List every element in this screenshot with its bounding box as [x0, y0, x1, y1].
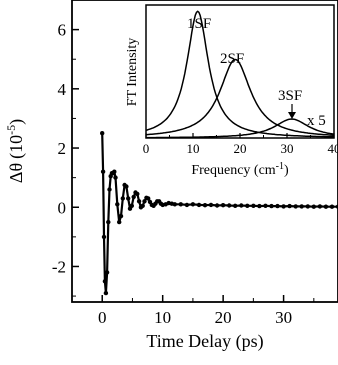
inset-x-tick-label: 40 — [328, 141, 338, 156]
data-point — [102, 235, 106, 239]
annotation-1sf: 1SF — [187, 16, 211, 32]
data-point — [104, 291, 108, 295]
y-tick-label: -2 — [52, 257, 66, 276]
y-tick-label: 4 — [58, 80, 67, 99]
data-point — [269, 204, 273, 208]
data-point — [233, 204, 237, 208]
data-point — [119, 214, 123, 218]
data-point — [263, 204, 267, 208]
data-point — [105, 270, 109, 274]
main-series — [100, 131, 338, 295]
y-axis-title-unit-exp: -5 — [4, 125, 18, 135]
data-point — [306, 204, 310, 208]
data-point — [245, 204, 249, 208]
data-point — [251, 204, 255, 208]
data-point — [185, 203, 189, 207]
annotation-x5: x 5 — [307, 113, 326, 129]
inset-x-axis-title-base: Frequency (cm — [191, 163, 275, 178]
inset-x-axis-title: Frequency (cm-1) — [191, 161, 289, 178]
data-point — [203, 203, 207, 207]
data-point — [330, 205, 334, 209]
data-point — [113, 175, 117, 179]
data-point — [281, 204, 285, 208]
data-point — [132, 195, 136, 199]
data-point — [294, 204, 298, 208]
data-point — [312, 205, 316, 209]
data-point — [121, 196, 125, 200]
data-point — [103, 279, 107, 283]
series-line — [102, 133, 338, 293]
data-point — [101, 170, 105, 174]
data-point — [141, 204, 145, 208]
x-tick-label: 20 — [215, 308, 232, 327]
data-point — [318, 204, 322, 208]
data-point — [137, 199, 141, 203]
x-tick-label: 0 — [98, 308, 107, 327]
x-tick-label: 30 — [275, 308, 292, 327]
data-point — [112, 170, 116, 174]
inset-x-axis-title-close: ) — [284, 163, 289, 178]
y-axis-title-unit-close: ) — [6, 119, 27, 125]
data-point — [239, 203, 243, 207]
x-axis-title: Time Delay (ps) — [146, 331, 263, 352]
y-axis-title-unit-base: (10 — [6, 135, 27, 159]
inset-y-axis-title: FT Intensity — [125, 38, 140, 107]
data-point — [191, 202, 195, 206]
data-point — [179, 202, 183, 206]
data-point — [209, 203, 213, 207]
inset-x-tick-label: 20 — [234, 141, 247, 156]
data-point — [197, 203, 201, 207]
data-point — [117, 220, 121, 224]
annotation-3sf: 3SF — [278, 88, 302, 104]
y-tick-label: 6 — [58, 21, 67, 40]
data-point — [135, 192, 139, 196]
annotation-2sf: 2SF — [220, 51, 244, 67]
data-point — [300, 204, 304, 208]
data-point — [173, 202, 177, 206]
svg-text:Δθ(10-5): Δθ (10-5) — [4, 119, 27, 183]
inset-x-axis-title-exp: -1 — [276, 161, 284, 172]
data-point — [100, 131, 104, 135]
data-point — [115, 202, 119, 206]
y-tick-label: 0 — [58, 198, 67, 217]
x-tick-label: 10 — [154, 308, 171, 327]
inset-x-tick-label: 10 — [187, 141, 200, 156]
data-point — [257, 204, 261, 208]
data-point — [106, 220, 110, 224]
data-point — [227, 203, 231, 207]
data-point — [221, 203, 225, 207]
data-point — [324, 205, 328, 209]
inset-x-tick-label: 0 — [143, 141, 150, 156]
data-point — [215, 203, 219, 207]
data-point — [275, 204, 279, 208]
data-point — [130, 204, 134, 208]
data-point — [124, 184, 128, 188]
inset-x-tick-label: 30 — [281, 141, 294, 156]
y-axis-title-main: Δθ — [6, 163, 26, 183]
y-axis-title: Δθ (10-5) — [4, 119, 27, 183]
data-point — [287, 204, 291, 208]
inset-frame — [146, 5, 334, 138]
y-tick-label: 2 — [58, 139, 67, 158]
data-point — [126, 196, 130, 200]
data-point — [107, 187, 111, 191]
